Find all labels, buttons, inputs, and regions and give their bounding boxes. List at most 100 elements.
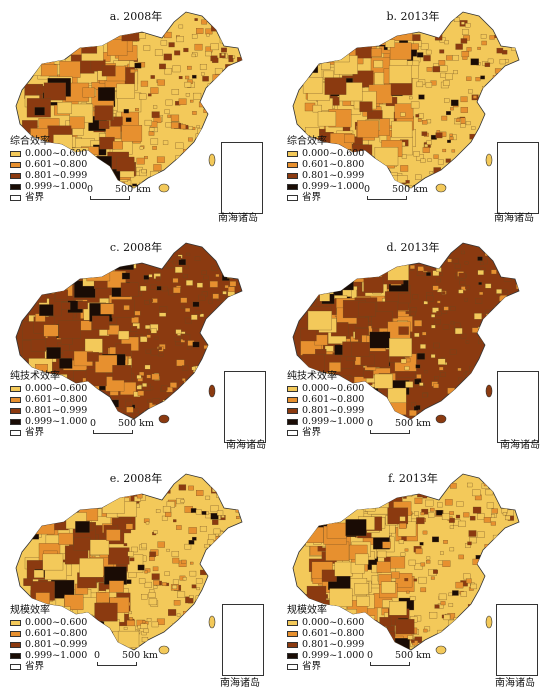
region-cell bbox=[237, 123, 242, 129]
region-cell bbox=[414, 320, 423, 327]
region-cell bbox=[196, 282, 203, 288]
region-cell bbox=[198, 101, 206, 108]
region-cell bbox=[425, 82, 433, 88]
region-cell bbox=[485, 127, 491, 132]
region-cell bbox=[432, 536, 439, 543]
region-cell bbox=[235, 318, 242, 323]
region-cell bbox=[434, 636, 441, 641]
scale-label: 500 km bbox=[392, 184, 428, 195]
region-cell bbox=[493, 336, 500, 342]
region-cell bbox=[106, 529, 121, 541]
region-cell bbox=[438, 593, 447, 601]
region-cell bbox=[334, 561, 353, 577]
region-cell bbox=[112, 141, 123, 150]
legend-item: 0.999~1.000 bbox=[10, 416, 87, 428]
panel-title: d. 2013年 bbox=[386, 241, 440, 254]
region-cell bbox=[50, 502, 62, 512]
region-cell bbox=[228, 323, 234, 328]
region-cell bbox=[50, 252, 74, 272]
region-cell bbox=[238, 30, 242, 37]
region-cell bbox=[382, 541, 391, 549]
region-cell bbox=[484, 568, 490, 573]
region-cell bbox=[477, 513, 485, 520]
region-cell bbox=[433, 383, 439, 389]
region-cell bbox=[234, 270, 242, 277]
region-cell bbox=[444, 499, 453, 506]
legend-item: 0.801~0.999 bbox=[10, 639, 88, 651]
region-cell bbox=[374, 631, 396, 649]
region-cell bbox=[123, 626, 128, 630]
region-cell bbox=[500, 94, 507, 100]
region-cell bbox=[479, 633, 485, 638]
region-cell bbox=[152, 146, 157, 150]
region-cell bbox=[523, 502, 530, 507]
region-cell bbox=[240, 548, 242, 555]
scale-line bbox=[97, 662, 137, 666]
scale-line bbox=[367, 196, 407, 200]
region-cell bbox=[213, 569, 220, 575]
region-cell bbox=[449, 133, 453, 137]
region-cell bbox=[354, 260, 366, 270]
region-cell bbox=[385, 255, 401, 269]
region-cell bbox=[325, 541, 350, 561]
region-cell bbox=[305, 502, 330, 521]
region-cell bbox=[433, 167, 441, 174]
region-cell bbox=[306, 35, 317, 44]
legend-swatch bbox=[10, 419, 21, 425]
legend-item: 0.601~0.800 bbox=[10, 628, 87, 640]
region-cell bbox=[215, 342, 221, 347]
region-cell bbox=[440, 551, 444, 555]
region-cell bbox=[311, 497, 328, 511]
legend-label: 0.999~1.000 bbox=[302, 416, 365, 428]
region-cell bbox=[209, 280, 218, 288]
region-cell bbox=[309, 57, 320, 66]
region-cell bbox=[198, 635, 203, 640]
region-cell bbox=[400, 165, 409, 172]
legend-label: 0.801~0.999 bbox=[25, 639, 88, 651]
region-cell bbox=[453, 400, 459, 405]
region-cell bbox=[243, 598, 248, 602]
region-cell bbox=[446, 111, 451, 116]
region-cell bbox=[305, 38, 327, 55]
region-cell bbox=[366, 159, 378, 169]
region-cell bbox=[212, 57, 219, 63]
region-cell bbox=[43, 82, 66, 101]
region-cell bbox=[226, 131, 235, 138]
region-cell bbox=[520, 579, 525, 583]
region-cell bbox=[371, 401, 393, 419]
region-cell bbox=[89, 253, 105, 267]
region-cell bbox=[451, 175, 460, 182]
region-cell bbox=[199, 414, 206, 419]
region-cell bbox=[190, 99, 194, 103]
region-cell bbox=[84, 338, 103, 353]
region-cell bbox=[416, 517, 425, 525]
region-cell bbox=[234, 304, 242, 311]
region-cell bbox=[125, 117, 132, 122]
region-cell bbox=[369, 331, 391, 349]
region-cell bbox=[329, 261, 348, 277]
region-cell bbox=[188, 414, 193, 418]
region-cell bbox=[86, 262, 111, 282]
region-cell bbox=[86, 498, 99, 509]
region-cell bbox=[241, 319, 242, 324]
legend-item: 0.000~0.600 bbox=[10, 148, 87, 160]
region-cell bbox=[176, 525, 182, 530]
region-cell bbox=[417, 487, 425, 494]
region-cell bbox=[429, 612, 438, 619]
region-cell bbox=[86, 632, 102, 646]
legend-item: 0.801~0.999 bbox=[10, 405, 87, 417]
region-cell bbox=[150, 348, 159, 356]
region-cell bbox=[466, 578, 472, 584]
legend-swatch bbox=[287, 419, 298, 425]
region-cell bbox=[205, 593, 211, 599]
region-cell bbox=[199, 526, 207, 532]
region-cell bbox=[437, 358, 446, 365]
region-cell bbox=[371, 48, 382, 57]
region-cell bbox=[412, 640, 419, 646]
region-cell bbox=[33, 505, 55, 523]
region-cell bbox=[326, 522, 347, 539]
region-cell bbox=[449, 511, 454, 516]
region-cell bbox=[304, 40, 321, 54]
region-cell bbox=[218, 588, 226, 595]
legend-swatch bbox=[287, 430, 298, 436]
